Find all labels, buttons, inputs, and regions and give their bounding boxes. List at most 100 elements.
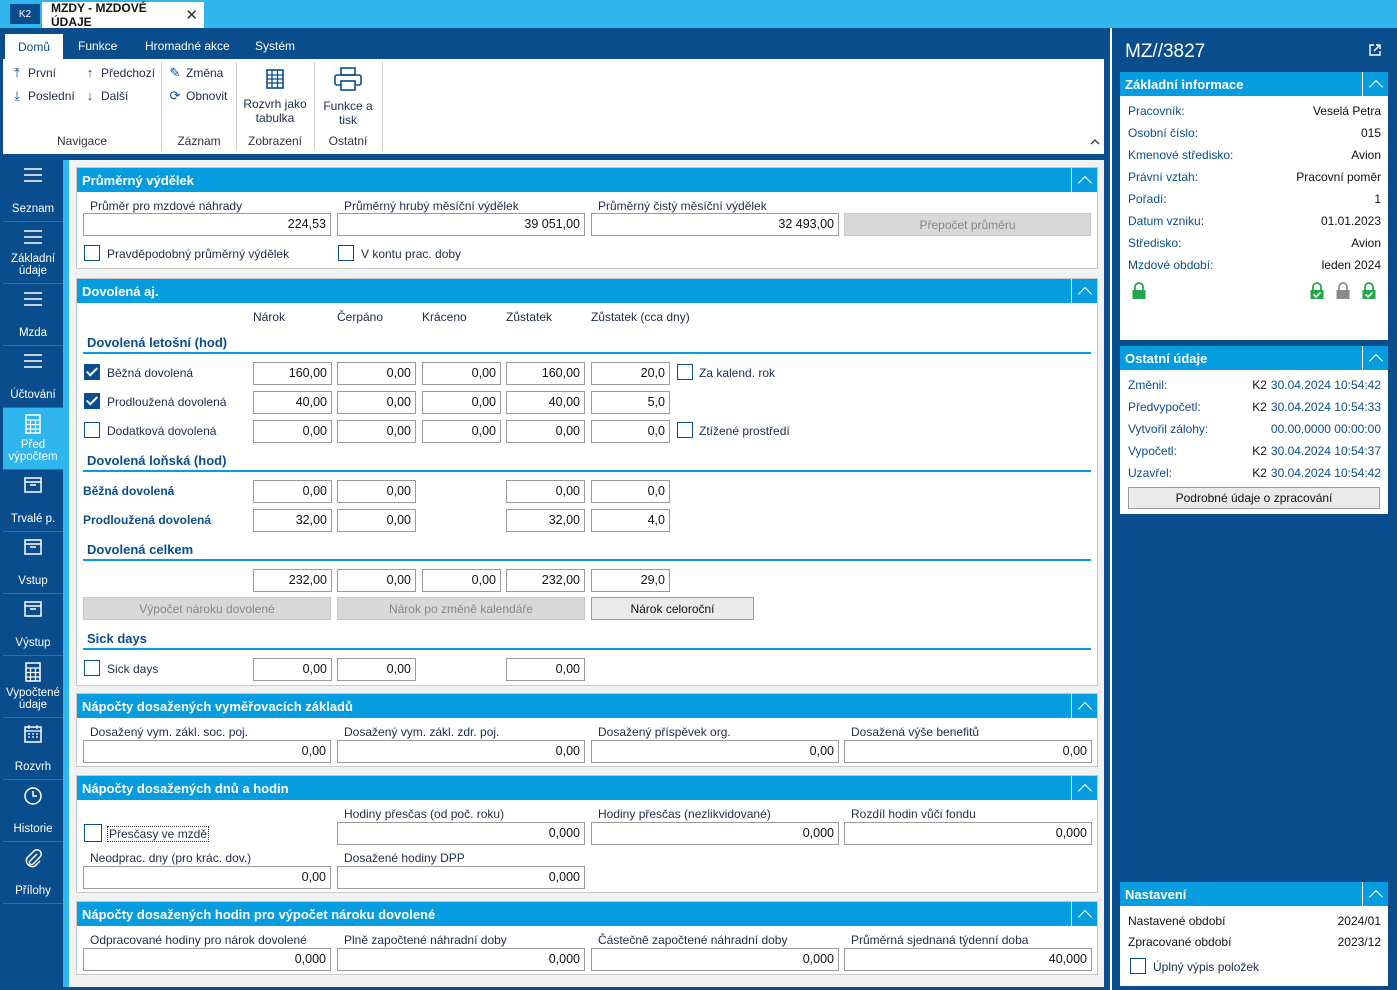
current-3-value[interactable]: 0,00 bbox=[422, 420, 501, 443]
full-substitute-field[interactable]: 0,000 bbox=[337, 948, 585, 971]
previous-1-value[interactable]: 0,0 bbox=[591, 480, 670, 503]
current-3-value[interactable]: 0,0 bbox=[591, 420, 670, 443]
compute-entitlement-button[interactable]: Výpočet nároku dovolené bbox=[83, 597, 331, 620]
collapse-chevron-icon[interactable] bbox=[1362, 882, 1388, 906]
open-external-icon[interactable] bbox=[1368, 43, 1382, 57]
collapse-chevron-icon[interactable] bbox=[1071, 694, 1097, 718]
overtime-year-field[interactable]: 0,000 bbox=[337, 822, 585, 845]
previous-button[interactable]: ↑ Předchozí bbox=[84, 65, 155, 80]
nav-item-4[interactable]: Účtování bbox=[3, 346, 63, 408]
avg-net-field[interactable]: 32 493,00 bbox=[591, 213, 839, 236]
total-value[interactable]: 29,0 bbox=[591, 569, 670, 592]
health-base-field[interactable]: 0,00 bbox=[337, 740, 585, 763]
unworked-days-field[interactable]: 0,00 bbox=[83, 866, 331, 889]
current-2-value[interactable]: 0,00 bbox=[422, 391, 501, 414]
worked-hours-field[interactable]: 0,000 bbox=[83, 948, 331, 971]
previous-1-value[interactable]: 0,00 bbox=[253, 480, 332, 503]
full-listing-checkbox[interactable] bbox=[1130, 958, 1146, 974]
current-1-checkbox[interactable] bbox=[84, 364, 100, 380]
previous-2-value[interactable]: 32,00 bbox=[253, 509, 332, 532]
current-1-value[interactable]: 160,00 bbox=[253, 362, 332, 385]
avg-compensation-field[interactable]: 224,53 bbox=[83, 213, 331, 236]
nav-item-12[interactable]: Přílohy bbox=[3, 842, 63, 904]
previous-1-value[interactable]: 0,00 bbox=[506, 480, 585, 503]
document-tab[interactable]: MZDY - MZDOVÉ ÚDAJE ✕ bbox=[42, 1, 204, 29]
current-3-value[interactable]: 0,00 bbox=[337, 420, 416, 443]
nav-item-8[interactable]: Výstup bbox=[3, 594, 63, 656]
probable-average-checkbox[interactable] bbox=[84, 245, 100, 261]
collapse-chevron-icon[interactable] bbox=[1071, 168, 1097, 192]
benefits-field[interactable]: 0,00 bbox=[844, 740, 1092, 763]
overtime-unsettled-field[interactable]: 0,000 bbox=[591, 822, 839, 845]
current-1-extra-checkbox[interactable] bbox=[677, 364, 693, 380]
collapse-chevron-icon[interactable] bbox=[1071, 279, 1097, 303]
processing-details-button[interactable]: Podrobné údaje o zpracování bbox=[1128, 487, 1380, 509]
previous-2-value[interactable]: 32,00 bbox=[506, 509, 585, 532]
nav-item-6[interactable]: Trvalé p. bbox=[3, 470, 63, 532]
previous-2-value[interactable]: 4,0 bbox=[591, 509, 670, 532]
nav-item-7[interactable]: Vstup bbox=[3, 532, 63, 594]
total-value[interactable]: 0,00 bbox=[337, 569, 416, 592]
entitlement-after-change-button[interactable]: Nárok po změně kalendáře bbox=[337, 597, 585, 620]
sick-days-checkbox[interactable] bbox=[84, 660, 100, 676]
current-2-value[interactable]: 5,0 bbox=[591, 391, 670, 414]
last-button[interactable]: ⤓ Poslední bbox=[11, 88, 75, 104]
social-base-field[interactable]: 0,00 bbox=[83, 740, 331, 763]
col-balance-days: Zůstatek (cca dny) bbox=[591, 310, 690, 324]
current-3-checkbox[interactable] bbox=[84, 422, 100, 438]
nav-item-1[interactable]: Seznam bbox=[3, 160, 63, 222]
ribbon-tab-functions[interactable]: Funkce bbox=[78, 38, 118, 53]
current-1-value[interactable]: 0,00 bbox=[422, 362, 501, 385]
current-3-extra-label: Ztížené prostředí bbox=[699, 424, 790, 438]
refresh-button[interactable]: ⟳ Obnovit bbox=[169, 88, 228, 104]
first-button[interactable]: ⤒ První bbox=[11, 65, 56, 81]
total-value[interactable]: 232,00 bbox=[506, 569, 585, 592]
table-view-button[interactable]: Rozvrh jako tabulka bbox=[238, 64, 312, 130]
collapse-chevron-icon[interactable] bbox=[1362, 72, 1388, 96]
previous-1-value[interactable]: 0,00 bbox=[337, 480, 416, 503]
previous-2-value[interactable]: 0,00 bbox=[337, 509, 416, 532]
partial-substitute-field[interactable]: 0,000 bbox=[591, 948, 839, 971]
ribbon-tab-bulk-actions[interactable]: Hromadné akce bbox=[145, 38, 230, 53]
ribbon-tab-home[interactable]: Domů bbox=[5, 34, 64, 59]
org-contribution-field[interactable]: 0,00 bbox=[591, 740, 839, 763]
nav-item-10[interactable]: Rozvrh bbox=[3, 718, 63, 780]
nav-item-2[interactable]: Základní údaje bbox=[3, 222, 63, 284]
current-1-value[interactable]: 0,00 bbox=[337, 362, 416, 385]
collapse-chevron-icon[interactable] bbox=[1071, 902, 1097, 926]
print-button[interactable]: Funkce a tisk bbox=[316, 64, 380, 130]
nav-item-11[interactable]: Historie bbox=[3, 780, 63, 842]
work-time-account-checkbox[interactable] bbox=[338, 245, 354, 261]
sick-balance-field[interactable]: 0,00 bbox=[506, 658, 585, 681]
current-1-value[interactable]: 160,00 bbox=[506, 362, 585, 385]
current-2-value[interactable]: 0,00 bbox=[337, 391, 416, 414]
annual-entitlement-button[interactable]: Nárok celoroční bbox=[591, 597, 754, 620]
ribbon-tab-system[interactable]: Systém bbox=[255, 38, 296, 53]
current-3-extra-checkbox[interactable] bbox=[677, 422, 693, 438]
change-button[interactable]: ✎ Změna bbox=[169, 65, 224, 81]
fund-difference-field[interactable]: 0,000 bbox=[844, 822, 1092, 845]
current-1-value[interactable]: 20,0 bbox=[591, 362, 670, 385]
total-value[interactable]: 232,00 bbox=[253, 569, 332, 592]
weekly-hours-field[interactable]: 40,000 bbox=[844, 948, 1092, 971]
collapse-ribbon-icon[interactable] bbox=[1089, 136, 1101, 148]
current-3-value[interactable]: 0,00 bbox=[253, 420, 332, 443]
next-button[interactable]: ↓ Další bbox=[84, 88, 129, 103]
sick-entitlement-field[interactable]: 0,00 bbox=[253, 658, 332, 681]
close-icon[interactable]: ✕ bbox=[185, 7, 198, 24]
sick-used-field[interactable]: 0,00 bbox=[337, 658, 416, 681]
nav-item-9[interactable]: Vypočtené údaje bbox=[3, 656, 63, 718]
dpp-hours-field[interactable]: 0,000 bbox=[337, 866, 585, 889]
current-2-checkbox[interactable] bbox=[84, 393, 100, 409]
avg-gross-field[interactable]: 39 051,00 bbox=[337, 213, 585, 236]
collapse-chevron-icon[interactable] bbox=[1071, 776, 1097, 800]
overtime-in-wage-checkbox[interactable] bbox=[84, 824, 102, 842]
recalculate-average-button[interactable]: Přepočet průměru bbox=[844, 213, 1091, 236]
nav-item-5[interactable]: Před výpočtem bbox=[3, 408, 63, 470]
current-2-value[interactable]: 40,00 bbox=[253, 391, 332, 414]
total-value[interactable]: 0,00 bbox=[422, 569, 501, 592]
current-2-value[interactable]: 40,00 bbox=[506, 391, 585, 414]
collapse-chevron-icon[interactable] bbox=[1362, 346, 1388, 370]
nav-item-3[interactable]: Mzda bbox=[3, 284, 63, 346]
current-3-value[interactable]: 0,00 bbox=[506, 420, 585, 443]
